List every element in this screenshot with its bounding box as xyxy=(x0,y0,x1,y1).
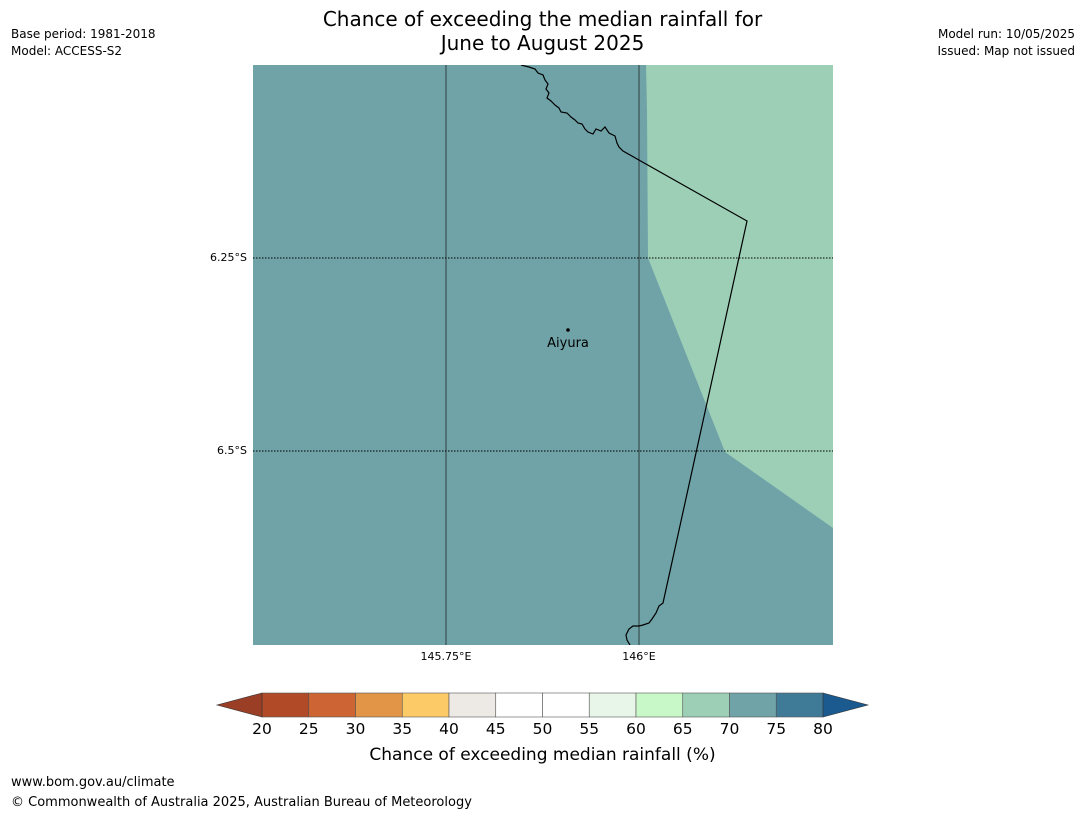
colorbar-segment xyxy=(635,692,684,718)
colorbar-under-arrow xyxy=(215,692,263,718)
colorbar-segment xyxy=(729,692,777,718)
colorbar-tick-label: 35 xyxy=(392,720,413,738)
colorbar-tick-label: 60 xyxy=(626,720,646,738)
footer-copyright: © Commonwealth of Australia 2025, Austra… xyxy=(11,795,472,810)
colorbar xyxy=(215,692,870,718)
map-higher-probability-region xyxy=(646,65,833,528)
colorbar-segment xyxy=(682,692,730,718)
header-left-meta: Base period: 1981-2018 Model: ACCESS-S2 xyxy=(11,26,156,60)
colorbar-tick-label: 30 xyxy=(345,720,366,738)
footer-url[interactable]: www.bom.gov.au/climate xyxy=(11,775,175,790)
colorbar-segment xyxy=(308,692,356,718)
colorbar-segment xyxy=(355,692,403,718)
base-period-text: Base period: 1981-2018 xyxy=(11,27,156,41)
colorbar-segments xyxy=(261,692,824,718)
map-title: Chance of exceeding the median rainfall … xyxy=(200,7,885,55)
colorbar-tick-label: 65 xyxy=(672,720,693,738)
model-run-text: Model run: 10/05/2025 xyxy=(937,27,1075,41)
place-marker-aiyura xyxy=(566,328,570,332)
forecast-map[interactable] xyxy=(253,65,833,645)
colorbar-tick-label: 80 xyxy=(813,720,833,738)
colorbar-segment xyxy=(775,692,824,718)
colorbar-tick-label: 75 xyxy=(766,720,787,738)
title-line-1: Chance of exceeding the median rainfall … xyxy=(322,7,763,31)
colorbar-label: Chance of exceeding median rainfall (%) xyxy=(369,745,716,765)
lat-label-6-5: 6.5°S xyxy=(217,444,247,457)
model-text: Model: ACCESS-S2 xyxy=(11,44,123,58)
colorbar-tick-label: 70 xyxy=(719,720,740,738)
colorbar-segment xyxy=(401,692,450,718)
colorbar-tick-label: 40 xyxy=(439,720,459,738)
boundary-line xyxy=(520,65,748,645)
colorbar-segment xyxy=(448,692,497,718)
colorbar-segment xyxy=(542,692,590,718)
title-line-2: June to August 2025 xyxy=(440,31,645,55)
colorbar-segment xyxy=(495,692,543,718)
colorbar-tick-label: 25 xyxy=(298,720,319,738)
colorbar-segment xyxy=(588,692,637,718)
lat-label-6-25: 6.25°S xyxy=(210,251,247,264)
colorbar-over-arrow xyxy=(822,692,870,718)
lon-label-145-75: 145.75°E xyxy=(420,650,472,663)
header-right-meta: Model run: 10/05/2025 Issued: Map not is… xyxy=(937,26,1075,60)
colorbar-tick-label: 55 xyxy=(579,720,600,738)
colorbar-segment xyxy=(261,692,310,718)
lon-label-146: 146°E xyxy=(622,650,656,663)
colorbar-tick-label: 45 xyxy=(485,720,506,738)
issued-text: Issued: Map not issued xyxy=(937,44,1075,58)
place-label-aiyura: Aiyura xyxy=(547,336,589,351)
colorbar-tick-label: 50 xyxy=(532,720,553,738)
colorbar-tick-label: 20 xyxy=(252,720,272,738)
